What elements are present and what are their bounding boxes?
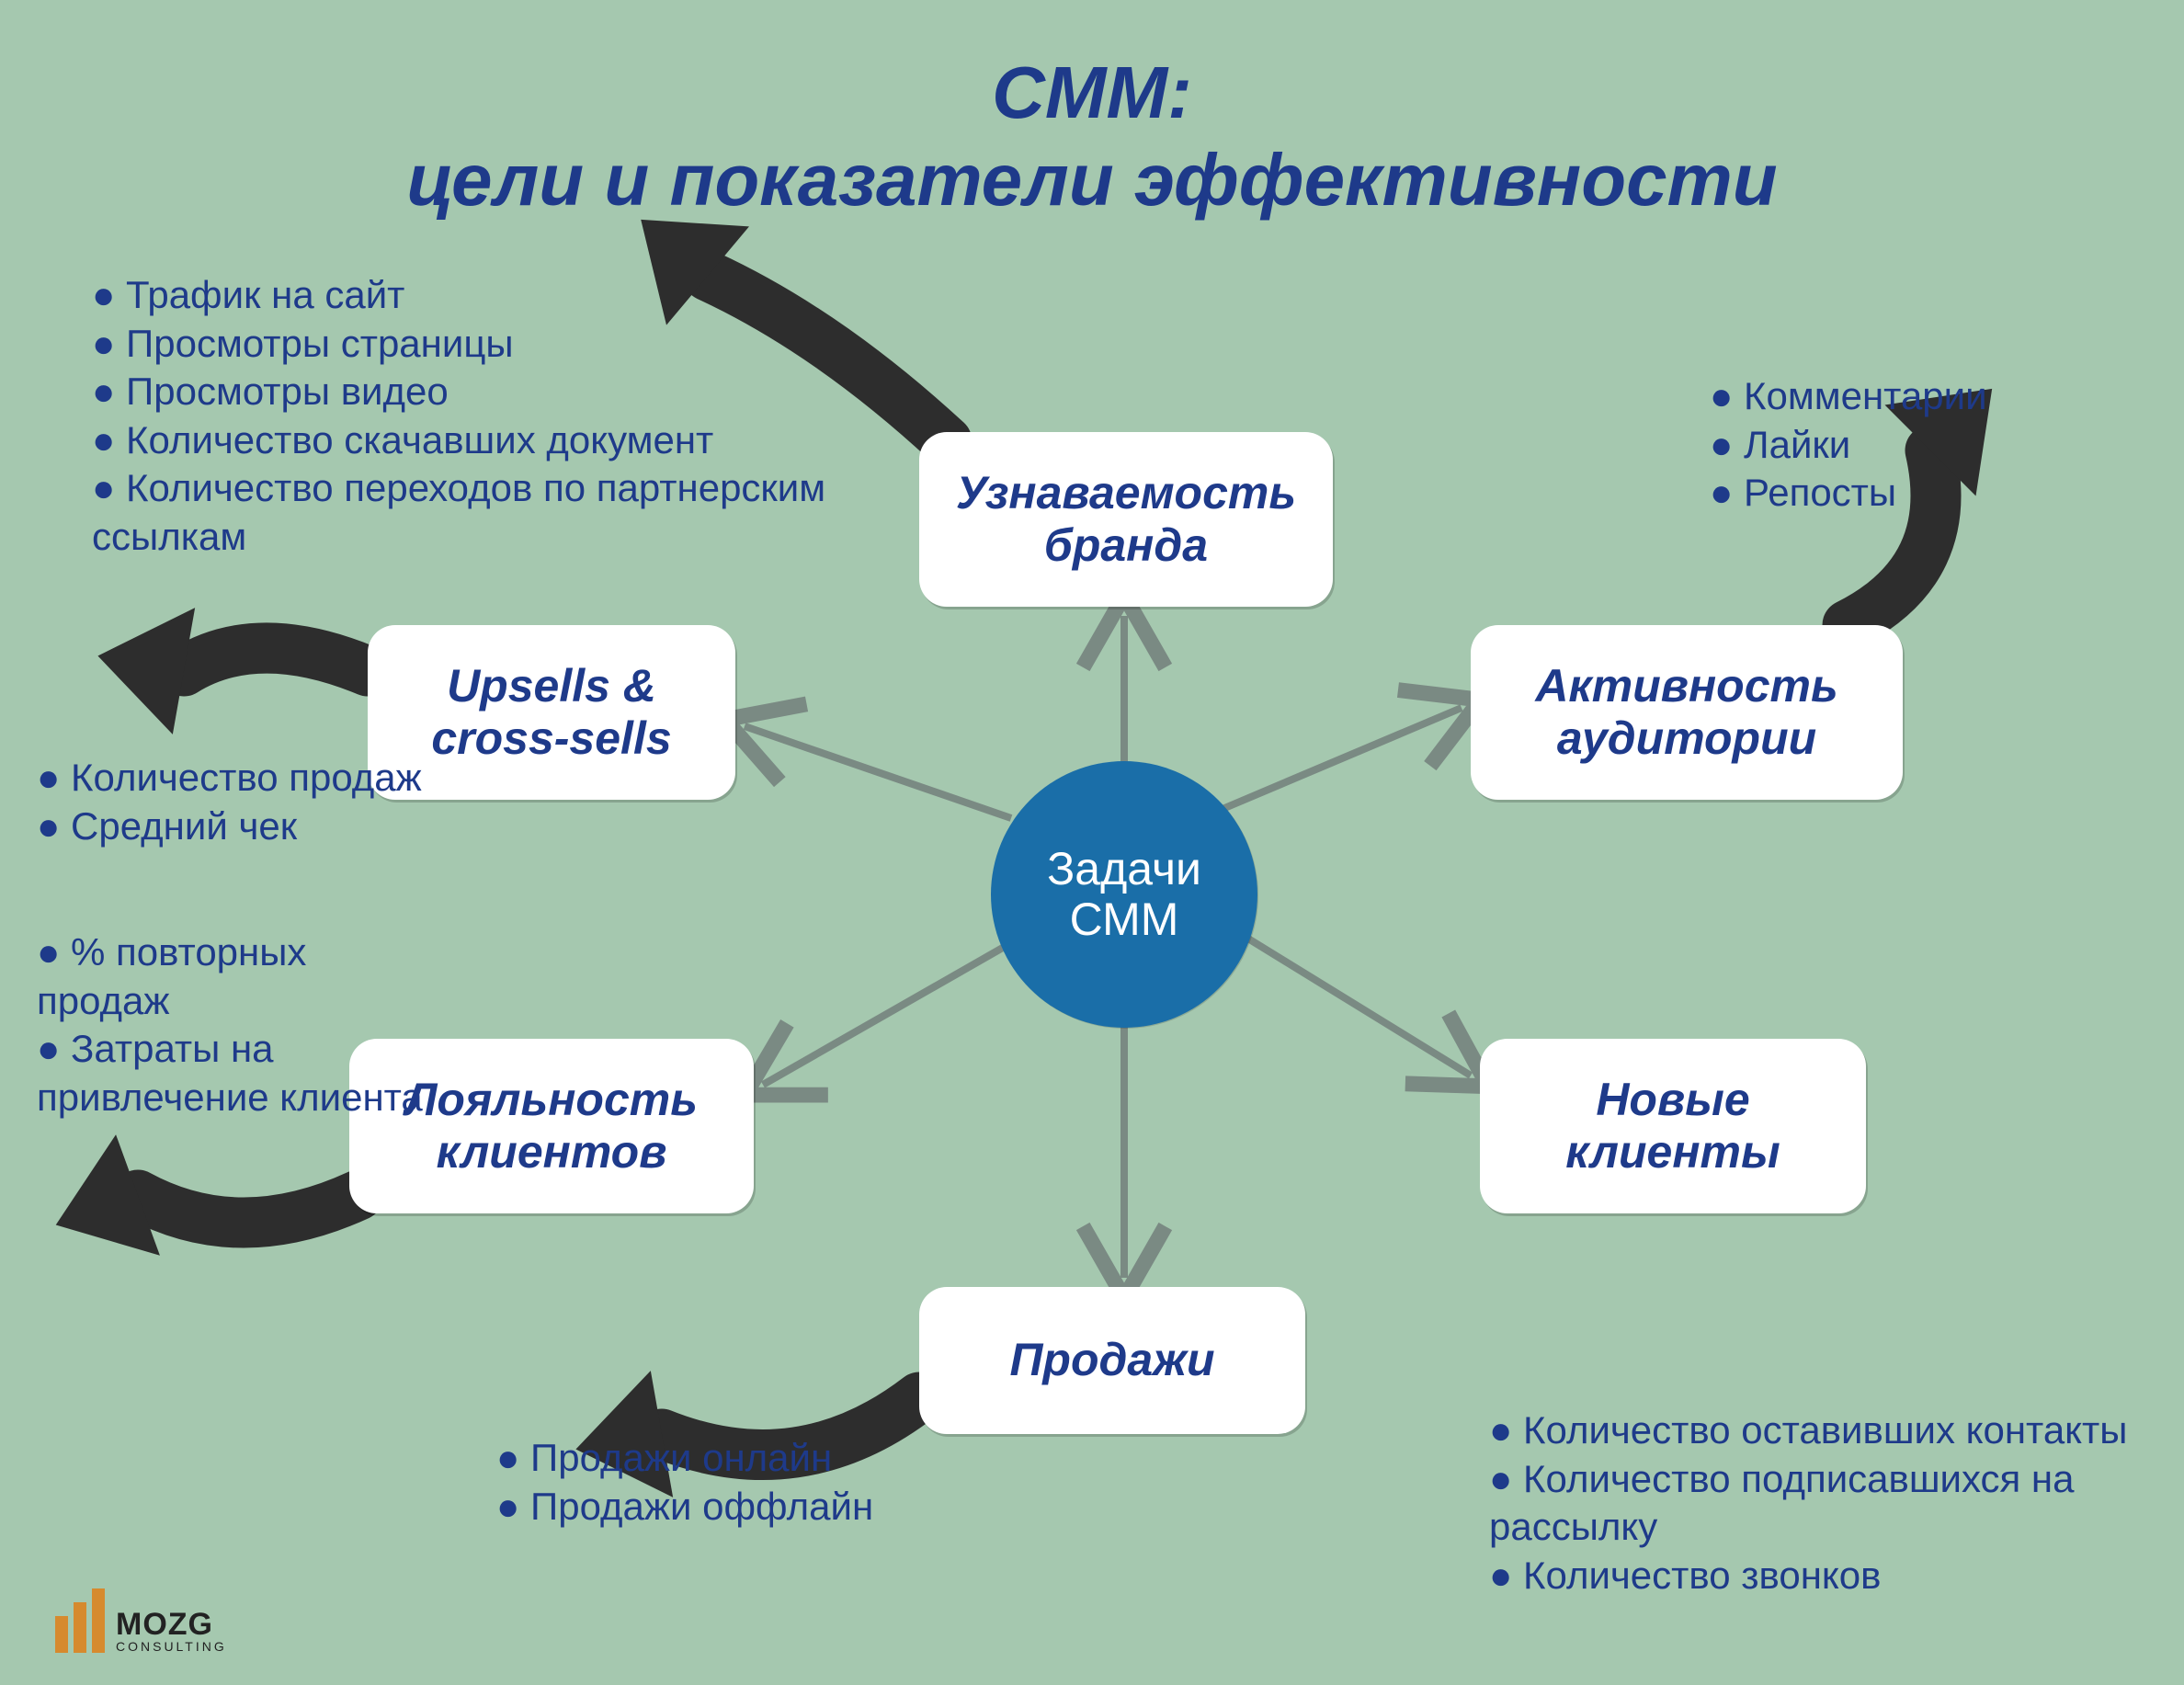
node-label: Узнаваемость бранда (938, 467, 1314, 573)
node-label: Новые клиенты (1498, 1074, 1848, 1179)
bullet-item: Средний чек (37, 803, 450, 851)
node-label: Продажи (1009, 1334, 1214, 1387)
bullet-item: Количество подписавшихся на рассылку (1489, 1455, 2169, 1552)
node-brand: Узнаваемость бранда (919, 432, 1333, 607)
center-node: Задачи СММ (991, 761, 1257, 1028)
bullets-new_clients: Количество оставивших контактыКоличество… (1489, 1406, 2169, 1600)
title-line-1: СММ: (0, 51, 2184, 135)
logo-brand: MOZG (116, 1609, 227, 1640)
bullet-item: Лайки (1710, 421, 2077, 470)
bullet-item: Просмотры видео (92, 368, 892, 416)
bullet-item: Просмотры страницы (92, 320, 892, 369)
bullets-loyalty: % повторных продажЗатраты на привлечение… (37, 928, 432, 1121)
bullet-item: Количество переходов по партнерским ссыл… (92, 464, 892, 561)
bullets-sales: Продажи онлайнПродажи оффлайн (496, 1434, 956, 1531)
center-node-label: Задачи СММ (991, 844, 1257, 945)
bullet-item: Количество оставивших контакты (1489, 1406, 2169, 1455)
bullet-item: Трафик на сайт (92, 271, 892, 320)
bullets-upsells: Количество продажСредний чек (37, 754, 450, 850)
bullet-item: Количество скачавших документ (92, 416, 892, 465)
bullet-item: Продажи онлайн (496, 1434, 956, 1483)
logo: MOZG CONSULTING (55, 1588, 227, 1653)
node-label: Активность аудитории (1489, 660, 1884, 766)
title-line-2: цели и показатели эффективности (0, 138, 2184, 222)
bullet-item: Количество продаж (37, 754, 450, 803)
node-new_clients: Новые клиенты (1480, 1039, 1866, 1213)
bullet-item: Продажи оффлайн (496, 1483, 956, 1531)
bullets-activity: КомментарииЛайкиРепосты (1710, 372, 2077, 518)
logo-bars-icon (55, 1588, 105, 1653)
node-label: Upsells & cross-sells (386, 660, 717, 766)
bullets-brand: Трафик на сайтПросмотры страницыПросмотр… (92, 271, 892, 561)
bullet-item: Затраты на привлечение клиента (37, 1025, 432, 1121)
bullet-item: Репосты (1710, 469, 2077, 518)
bullet-item: % повторных продаж (37, 928, 432, 1025)
node-sales: Продажи (919, 1287, 1305, 1434)
bullet-item: Комментарии (1710, 372, 2077, 421)
bullet-item: Количество звонков (1489, 1552, 2169, 1600)
node-activity: Активность аудитории (1471, 625, 1903, 800)
logo-tagline: CONSULTING (116, 1640, 227, 1653)
